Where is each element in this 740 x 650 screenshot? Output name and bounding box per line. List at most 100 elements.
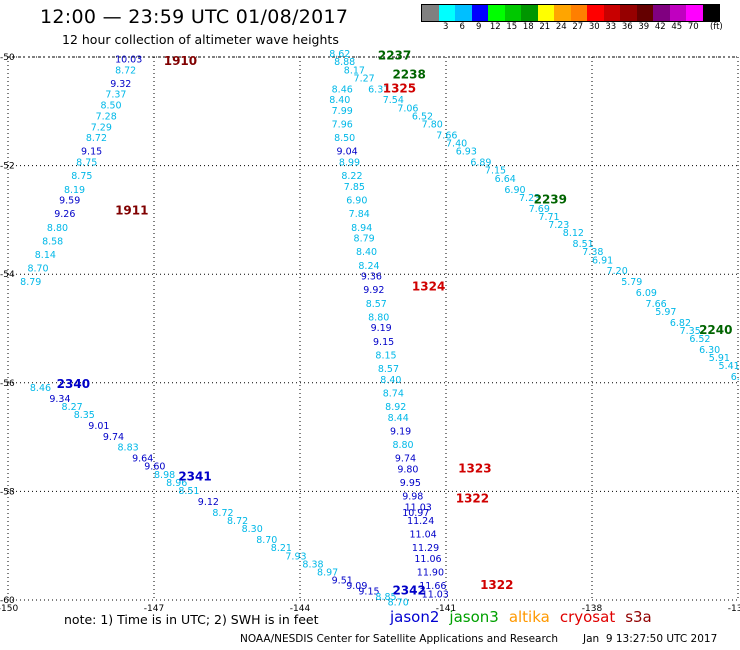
color-swatch: [653, 5, 670, 21]
color-swatch: [636, 5, 653, 21]
swh-value-label: 8.92: [385, 402, 406, 413]
color-scale-tick: 36: [621, 22, 633, 32]
legend-satellite-jason3: jason3: [449, 608, 499, 626]
swh-value-label: 7.15: [485, 166, 506, 177]
swh-value-label: 9.80: [397, 464, 418, 475]
lon-tick-label: -135: [728, 604, 740, 614]
legend-satellite-jason2: jason2: [390, 608, 440, 626]
swh-value-label: 8.79: [20, 277, 41, 288]
swh-value-label: 8.83: [118, 443, 139, 454]
swh-value-label: 9.15: [373, 337, 394, 348]
color-scale-tick: 33: [605, 22, 617, 32]
swh-value-label: 8.96: [166, 478, 187, 489]
swh-value-label: 5.79: [621, 277, 642, 288]
swh-value-label: 9.34: [49, 394, 70, 405]
swh-value-label: 9.19: [371, 323, 392, 334]
lon-tick-label: -144: [290, 604, 311, 614]
color-scale-tick: 15: [506, 22, 518, 32]
swh-value-label: 10.03: [115, 54, 142, 65]
swh-value-label: 9.09: [346, 581, 367, 592]
swh-value-label: 11.03: [422, 589, 449, 600]
swh-value-label: 7.66: [646, 299, 667, 310]
color-scale-tick: 70: [687, 22, 699, 32]
lat-tick-label: -52: [0, 162, 15, 172]
color-scale-tick: 24: [555, 22, 567, 32]
color-swatch: [702, 5, 719, 21]
swh-value-label: 9.15: [81, 147, 102, 158]
lon-tick-label: -147: [144, 604, 164, 614]
swh-value-label: 8.51: [573, 239, 594, 250]
swh-value-label: 8.17: [344, 65, 365, 76]
swh-value-label: 8.50: [334, 133, 355, 144]
swh-value-label: 9.26: [54, 209, 75, 220]
color-swatch: [620, 5, 637, 21]
pass-time-label: 2237: [378, 49, 411, 63]
swh-value-label: 7.96: [332, 120, 353, 131]
swh-value-label: 6.90: [504, 185, 525, 196]
pass-time-label: 1324: [412, 279, 445, 293]
swh-value-label: 9.59: [59, 196, 80, 207]
color-scale-tick: 9: [476, 22, 482, 32]
swh-value-label: 6.52: [689, 334, 710, 345]
swh-value-label: 7.23: [519, 193, 540, 204]
pass-time-label: 1911: [115, 203, 148, 217]
swh-value-label: 8.35: [74, 410, 95, 421]
swh-value-label: 8.70: [388, 597, 409, 608]
swh-value-label: 8.58: [42, 236, 63, 247]
swh-value-label: 8.72: [227, 516, 248, 527]
swh-value-label: 5.91: [709, 353, 730, 364]
swh-value-label: 8.44: [388, 413, 409, 424]
color-swatch: [438, 5, 455, 21]
swh-value-label: 9.36: [361, 272, 382, 283]
swh-value-label: 9.15: [358, 587, 379, 598]
swh-value-label: 8.30: [242, 524, 263, 535]
swh-value-label: 11.29: [412, 543, 439, 554]
swh-value-label: 8.21: [271, 543, 292, 554]
swh-value-label: 8.38: [302, 559, 323, 570]
pass-time-label: 1325: [383, 81, 416, 95]
swh-value-label: 8.70: [256, 535, 277, 546]
color-scale-tick: 18: [522, 22, 534, 32]
swh-value-label: 7.66: [436, 130, 457, 141]
swh-value-label: 9.74: [395, 454, 416, 465]
color-swatch: [455, 5, 472, 21]
swh-value-label: 8.99: [339, 158, 360, 169]
swh-value-label: 6.31: [368, 84, 389, 95]
color-swatch: [504, 5, 521, 21]
swh-value-label: 8.24: [358, 261, 379, 272]
lat-tick-label: -54: [0, 270, 15, 280]
swh-value-label: 11.03: [405, 502, 432, 513]
swh-value-label: 8.22: [341, 171, 362, 182]
map-title: 12:00 — 23:59 UTC 01/08/2017: [40, 6, 349, 28]
swh-value-label: 8.80: [47, 223, 68, 234]
swh-value-label: 8.40: [329, 95, 350, 106]
swh-value-label: 8.40: [356, 247, 377, 258]
swh-value-label: 8.51: [178, 486, 199, 497]
swh-value-label: 8.46: [332, 84, 353, 95]
swh-value-label: 7.40: [446, 139, 467, 150]
pass-time-label: 2238: [392, 68, 425, 82]
color-swatch: [669, 5, 686, 21]
color-scale-tick: 6: [459, 22, 465, 32]
swh-value-label: 11.06: [414, 554, 441, 565]
lat-tick-label: -56: [0, 379, 15, 389]
color-scale-tick: 3: [443, 22, 449, 32]
color-swatch: [587, 5, 604, 21]
satellite-legend: jason2 jason3 altika cryosat s3a: [390, 608, 662, 626]
swh-value-label: 7.23: [548, 220, 569, 231]
pass-time-label: 2341: [178, 470, 211, 484]
swh-value-label: 7.80: [422, 120, 443, 131]
note-text: note: 1) Time is in UTC; 2) SWH is in fe…: [64, 612, 319, 627]
swh-value-label: 9.74: [103, 432, 124, 443]
pass-time-label: 1323: [458, 461, 491, 475]
swh-value-label: 9.98: [402, 492, 423, 503]
swh-value-label: 6.52: [412, 111, 433, 122]
swh-value-label: 8.75: [76, 158, 97, 169]
swh-value-label: 8.70: [27, 263, 48, 274]
swh-value-label: 9.01: [88, 421, 109, 432]
swh-value-label: 7.99: [332, 106, 353, 117]
swh-value-label: 11.90: [417, 568, 444, 579]
swh-value-label: 5.97: [655, 307, 676, 318]
lon-tick-label: -141: [436, 604, 456, 614]
